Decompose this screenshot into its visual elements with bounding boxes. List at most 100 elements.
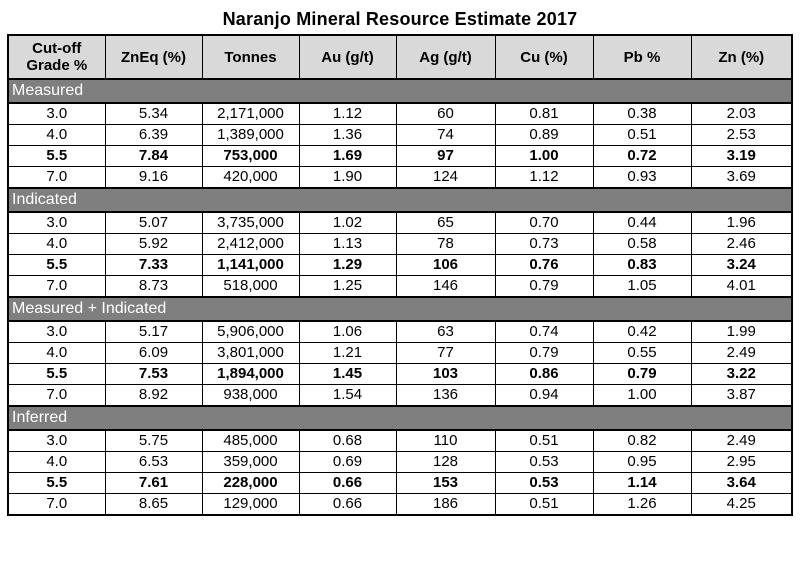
cell-zneq: 8.92 <box>104 384 203 407</box>
cell-zneq: 7.33 <box>104 254 203 276</box>
cell-zneq: 5.07 <box>104 211 203 234</box>
cell-ag: 110 <box>395 429 496 452</box>
table-row: 3.0 5.75 485,000 0.68 110 0.51 0.82 2.49 <box>7 429 793 452</box>
cell-zneq: 9.16 <box>104 166 203 189</box>
cell-pb: 0.83 <box>592 254 692 276</box>
cell-au: 0.66 <box>298 472 397 494</box>
header-ag: Ag (g/t) <box>395 34 496 80</box>
cell-cutoff: 7.0 <box>7 493 106 516</box>
cell-au: 1.21 <box>298 342 397 364</box>
cell-cutoff: 7.0 <box>7 275 106 298</box>
table-row: 7.0 8.73 518,000 1.25 146 0.79 1.05 4.01 <box>7 275 793 298</box>
header-tonnes: Tonnes <box>201 34 300 80</box>
cell-au: 1.54 <box>298 384 397 407</box>
cell-ag: 78 <box>395 233 496 255</box>
cell-zneq: 7.61 <box>104 472 203 494</box>
cell-ag: 136 <box>395 384 496 407</box>
cell-au: 1.45 <box>298 363 397 385</box>
cell-cu: 1.12 <box>494 166 594 189</box>
cell-zn: 2.49 <box>690 429 793 452</box>
table-row: 3.0 5.07 3,735,000 1.02 65 0.70 0.44 1.96 <box>7 211 793 234</box>
cell-pb: 0.58 <box>592 233 692 255</box>
cell-tonnes: 938,000 <box>201 384 300 407</box>
cell-au: 1.06 <box>298 320 397 343</box>
cell-au: 1.02 <box>298 211 397 234</box>
cell-zn: 2.46 <box>690 233 793 255</box>
cell-cutoff: 4.0 <box>7 233 106 255</box>
cell-zn: 3.69 <box>690 166 793 189</box>
cell-tonnes: 518,000 <box>201 275 300 298</box>
cell-tonnes: 129,000 <box>201 493 300 516</box>
cell-pb: 0.82 <box>592 429 692 452</box>
table-row: 4.0 6.09 3,801,000 1.21 77 0.79 0.55 2.49 <box>7 342 793 364</box>
cell-pb: 0.44 <box>592 211 692 234</box>
table-row: 5.5 7.61 228,000 0.66 153 0.53 1.14 3.64 <box>7 472 793 494</box>
cell-cu: 0.53 <box>494 472 594 494</box>
cell-cutoff: 4.0 <box>7 451 106 473</box>
header-au: Au (g/t) <box>298 34 397 80</box>
cell-cutoff: 3.0 <box>7 211 106 234</box>
cell-ag: 146 <box>395 275 496 298</box>
cell-zneq: 5.34 <box>104 102 203 125</box>
header-cutoff-grade: Cut-off Grade % <box>7 34 106 80</box>
header-zn: Zn (%) <box>690 34 793 80</box>
cell-cutoff: 3.0 <box>7 429 106 452</box>
cell-tonnes: 5,906,000 <box>201 320 300 343</box>
cell-pb: 0.51 <box>592 124 692 146</box>
resource-table: Cut-off Grade % ZnEq (%) Tonnes Au (g/t)… <box>7 34 793 516</box>
cell-zn: 3.64 <box>690 472 793 494</box>
table-body: Measured 3.0 5.34 2,171,000 1.12 60 0.81 0.38 2.… <box>7 78 793 516</box>
cell-cutoff: 7.0 <box>7 166 106 189</box>
cell-zneq: 8.73 <box>104 275 203 298</box>
cell-zneq: 6.39 <box>104 124 203 146</box>
header-row: Cut-off Grade % ZnEq (%) Tonnes Au (g/t)… <box>7 34 793 80</box>
header-pb: Pb % <box>592 34 692 80</box>
table-row: 7.0 8.92 938,000 1.54 136 0.94 1.00 3.87 <box>7 384 793 407</box>
cell-zneq: 8.65 <box>104 493 203 516</box>
table-row: 3.0 5.34 2,171,000 1.12 60 0.81 0.38 2.03 <box>7 102 793 125</box>
table-row: 4.0 6.39 1,389,000 1.36 74 0.89 0.51 2.53 <box>7 124 793 146</box>
cell-cu: 0.73 <box>494 233 594 255</box>
cell-ag: 60 <box>395 102 496 125</box>
cell-ag: 74 <box>395 124 496 146</box>
cell-zn: 2.95 <box>690 451 793 473</box>
cell-cu: 0.89 <box>494 124 594 146</box>
table-row: 5.5 7.53 1,894,000 1.45 103 0.86 0.79 3.22 <box>7 363 793 385</box>
cell-cutoff: 5.5 <box>7 145 106 167</box>
section-header-row: Measured + Indicated <box>7 296 793 322</box>
cell-zn: 4.01 <box>690 275 793 298</box>
cell-tonnes: 420,000 <box>201 166 300 189</box>
cell-ag: 106 <box>395 254 496 276</box>
cell-pb: 1.00 <box>592 384 692 407</box>
cell-cutoff: 7.0 <box>7 384 106 407</box>
table-row: 4.0 6.53 359,000 0.69 128 0.53 0.95 2.95 <box>7 451 793 473</box>
cell-cu: 0.74 <box>494 320 594 343</box>
cell-au: 1.12 <box>298 102 397 125</box>
cell-ag: 124 <box>395 166 496 189</box>
cell-ag: 153 <box>395 472 496 494</box>
section-label: Measured + Indicated <box>7 296 793 322</box>
cell-cu: 0.53 <box>494 451 594 473</box>
cell-tonnes: 2,412,000 <box>201 233 300 255</box>
cell-zn: 3.24 <box>690 254 793 276</box>
cell-cu: 0.70 <box>494 211 594 234</box>
cell-cutoff: 5.5 <box>7 254 106 276</box>
cell-tonnes: 359,000 <box>201 451 300 473</box>
table-row: 7.0 9.16 420,000 1.90 124 1.12 0.93 3.69 <box>7 166 793 189</box>
cell-ag: 128 <box>395 451 496 473</box>
cell-zneq: 6.53 <box>104 451 203 473</box>
cell-pb: 0.38 <box>592 102 692 125</box>
cell-tonnes: 2,171,000 <box>201 102 300 125</box>
cell-cu: 0.51 <box>494 429 594 452</box>
cell-au: 0.69 <box>298 451 397 473</box>
cell-pb: 0.95 <box>592 451 692 473</box>
cell-cu: 0.79 <box>494 342 594 364</box>
cell-tonnes: 1,389,000 <box>201 124 300 146</box>
cell-tonnes: 1,894,000 <box>201 363 300 385</box>
cell-tonnes: 753,000 <box>201 145 300 167</box>
section-header-row: Inferred <box>7 405 793 431</box>
cell-zneq: 5.75 <box>104 429 203 452</box>
header-cu: Cu (%) <box>494 34 594 80</box>
cell-au: 1.25 <box>298 275 397 298</box>
cell-au: 1.69 <box>298 145 397 167</box>
